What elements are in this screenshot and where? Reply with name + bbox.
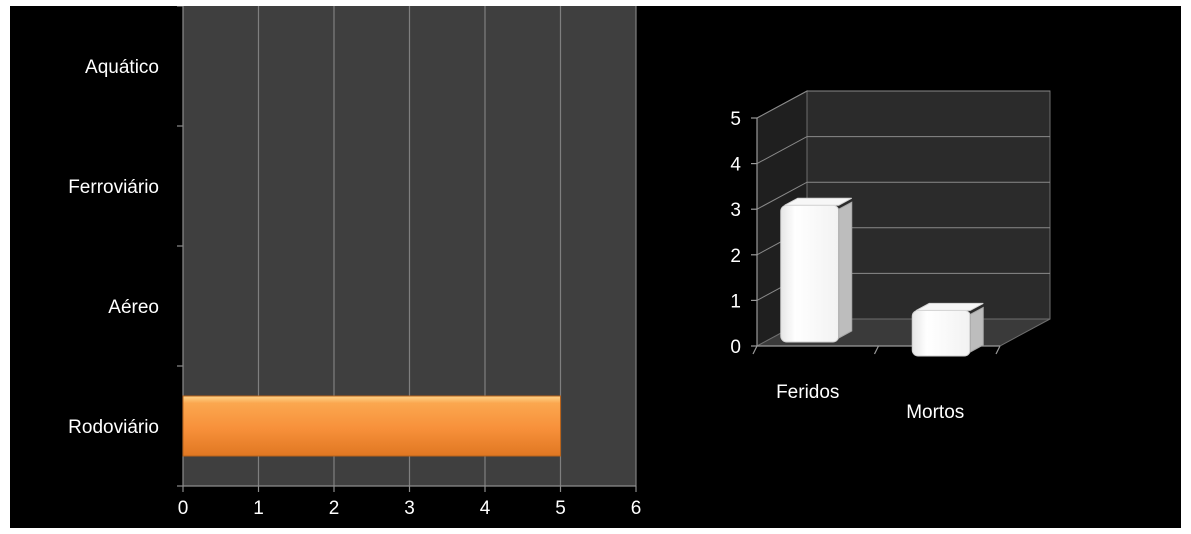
x-tick-label: 4 [480, 498, 491, 519]
column-top [916, 302, 984, 311]
x-tick-mark [873, 345, 880, 355]
column [911, 302, 984, 357]
column-side [969, 306, 984, 353]
3d-column-chart: 0 1 2 3 4 5 Feridos Mortos [730, 90, 1051, 423]
category-label: Feridos [776, 382, 839, 403]
category-label: Ferroviário [68, 177, 159, 198]
column [780, 197, 853, 343]
column-side [838, 201, 853, 339]
column-front [911, 309, 971, 357]
category-label: Aquático [85, 57, 159, 78]
y-tick-label: 0 [730, 337, 741, 358]
y-tick-label: 5 [730, 109, 741, 130]
category-label: Aéreo [108, 297, 159, 318]
column-front [780, 204, 840, 343]
x-tick-label: 2 [329, 498, 340, 519]
category-label: Mortos [906, 402, 964, 423]
y-tick-label: 2 [730, 246, 741, 267]
column-top [784, 197, 852, 206]
x-tick-label: 0 [178, 498, 189, 519]
y-tick-label: 4 [730, 155, 741, 176]
horizontal-gridline [756, 136, 1050, 165]
slide-canvas: 0 1 2 3 4 5 6 Rodoviário Aéreo Ferroviário Aquátic… [10, 6, 1181, 528]
horizontal-gridline [756, 90, 1050, 119]
x-tick-mark [995, 345, 1001, 355]
category-label: Rodoviário [68, 417, 159, 438]
y-tick-label: 1 [730, 291, 741, 312]
x-tick-label: 5 [555, 498, 566, 519]
x-tick-label: 6 [631, 498, 642, 519]
horizontal-bar-chart: 0 1 2 3 4 5 6 Rodoviário Aéreo Ferroviário Aquátic… [68, 6, 641, 519]
x-tick-mark [752, 345, 758, 355]
x-tick-label: 3 [404, 498, 415, 519]
bar [182, 395, 561, 457]
horizontal-gridline [756, 181, 1050, 210]
charts-svg: 0 1 2 3 4 5 6 Rodoviário Aéreo Ferroviário Aquátic… [68, 6, 1051, 519]
y-tick-label: 3 [730, 200, 741, 221]
x-tick-label: 1 [253, 498, 264, 519]
